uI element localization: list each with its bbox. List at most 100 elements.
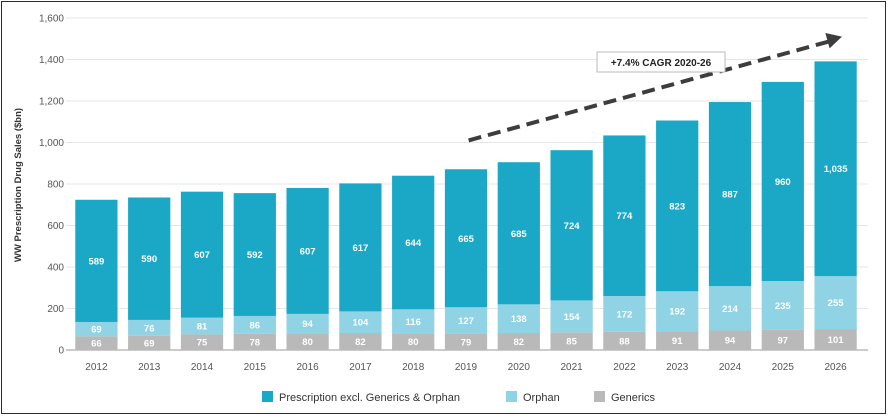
bar-segment (233, 193, 276, 316)
y-tick-label: 800 (47, 180, 64, 191)
x-tick-label: 2012 (85, 362, 108, 373)
bar-segment (444, 333, 488, 350)
bar-value-label: 76 (144, 323, 155, 334)
bar-segment (286, 187, 329, 314)
bar-segment (128, 335, 171, 350)
x-tick-label: 2019 (455, 362, 478, 373)
bar-value-label: 685 (511, 229, 528, 240)
bar-segment (339, 311, 382, 333)
bar-value-label: 116 (406, 317, 421, 328)
bar-value-label: 592 (247, 250, 263, 261)
bar-value-label: 607 (194, 250, 210, 261)
bar-segment (392, 309, 435, 334)
bar-value-label: 644 (405, 238, 422, 249)
bar-value-label: 960 (775, 177, 791, 188)
bar-value-label: 192 (669, 307, 685, 318)
x-tick-label: 2018 (402, 362, 425, 373)
bar-value-label: 255 (828, 298, 845, 309)
legend-label: Generics (611, 392, 656, 404)
bar-segment (392, 175, 435, 310)
y-tick-label: 1,000 (39, 138, 64, 149)
bar-segment (180, 317, 224, 335)
bar-value-label: 724 (564, 221, 581, 232)
y-axis-ticks: 0 200 400 600 800 1,000 1,200 1,400 1,600 (39, 14, 64, 357)
bar-value-label: 69 (91, 325, 102, 336)
y-tick-label: 1,200 (39, 97, 64, 108)
y-tick-label: 400 (47, 263, 64, 274)
y-tick-label: 600 (47, 221, 64, 232)
bar-segment (603, 331, 646, 350)
bar-segment (603, 296, 646, 332)
cagr-label: +7.4% CAGR 2020-26 (611, 58, 712, 69)
bar-segment (708, 330, 752, 350)
bar-segment (497, 332, 540, 350)
y-axis-label: WW Prescription Drug Sales ($bn) (13, 108, 24, 262)
bar-value-label: 91 (672, 336, 683, 347)
bar-segment (444, 169, 488, 308)
bar-segment (550, 332, 593, 350)
x-tick-label: 2021 (560, 362, 583, 373)
legend: Prescription excl. Generics & Orphan Orph… (262, 391, 656, 404)
bar-segment (761, 281, 804, 330)
bar-segment (497, 162, 540, 305)
bar-segment (656, 291, 699, 332)
bar-segment (497, 304, 540, 333)
x-tick-label: 2025 (772, 362, 795, 373)
x-axis-ticks: 2012 2013 2014 2015 2016 2017 2018 2019 2020 2021… (85, 362, 847, 373)
bar-value-label: 1,035 (824, 164, 848, 175)
bar-value-label: 80 (302, 337, 313, 348)
bar-segment (339, 183, 382, 312)
bar-segment (128, 197, 171, 320)
bar-value-label: 823 (669, 201, 685, 212)
y-tick-label: 200 (47, 304, 64, 315)
x-tick-label: 2026 (824, 362, 847, 373)
bar-segment (392, 333, 435, 350)
bar-segment (75, 321, 118, 337)
bar-segment (233, 333, 276, 350)
bar-value-label: 154 (564, 312, 581, 323)
bar-value-label: 589 (88, 256, 104, 267)
bar-value-label: 94 (302, 319, 313, 330)
bar-segment (708, 102, 752, 287)
bar-value-label: 607 (300, 246, 316, 257)
bar-value-label: 617 (352, 243, 368, 254)
bar-value-label: 81 (197, 322, 208, 333)
bar-value-label: 80 (408, 337, 419, 348)
bar-segment (75, 199, 118, 322)
bar-value-label: 774 (616, 211, 633, 222)
cagr-label-box (596, 51, 726, 73)
bar-value-label: 86 (250, 320, 261, 331)
bar-segment (286, 313, 329, 334)
y-tick-label: 1,400 (39, 55, 64, 66)
bar-segment (761, 329, 804, 350)
x-tick-label: 2024 (719, 362, 742, 373)
bar-value-label: 69 (144, 338, 155, 349)
bar-segment (814, 61, 857, 277)
x-tick-label: 2022 (613, 362, 636, 373)
bar-value-label: 85 (566, 337, 577, 348)
bar-value-label: 94 (725, 336, 736, 347)
bar-value-label: 82 (514, 337, 525, 348)
bar-value-label: 79 (461, 337, 472, 348)
bar-value-label: 665 (458, 234, 475, 245)
bar-value-label: 172 (616, 309, 632, 320)
bar-value-label: 101 (828, 335, 845, 346)
bar-segment (233, 315, 276, 334)
x-tick-label: 2013 (138, 362, 161, 373)
bar-value-label: 887 (722, 190, 738, 201)
bar-value-label: 127 (458, 316, 474, 327)
bar-segment (603, 135, 646, 297)
legend-swatch (594, 391, 605, 402)
bar-value-label: 214 (722, 304, 739, 315)
bar-segment (814, 329, 857, 350)
x-tick-label: 2023 (666, 362, 689, 373)
bar-segment (180, 334, 224, 350)
bar-value-label: 138 (511, 314, 527, 325)
x-tick-label: 2016 (296, 362, 319, 373)
bar-segment (656, 331, 699, 350)
bar-segment (550, 300, 593, 333)
bar-segment (339, 332, 382, 350)
x-tick-label: 2014 (191, 362, 214, 373)
cagr-arrow-head (825, 32, 842, 49)
